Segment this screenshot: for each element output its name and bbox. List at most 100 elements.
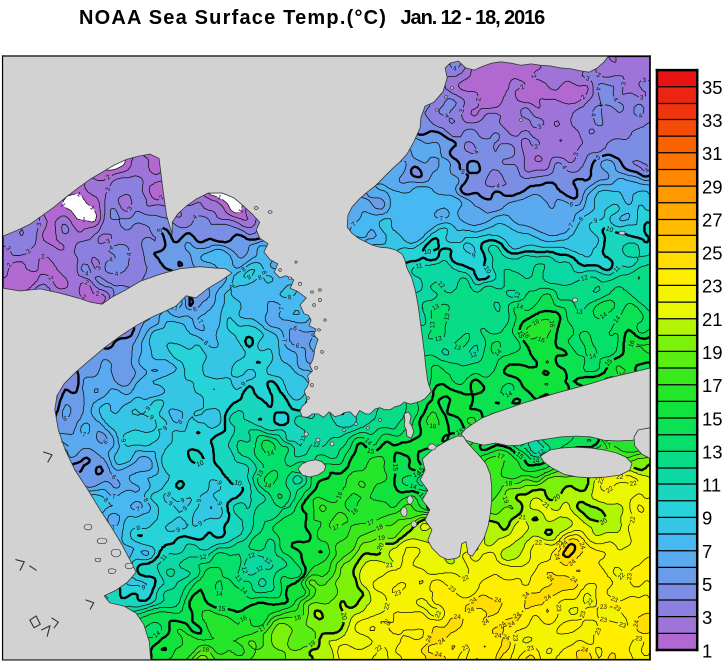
svg-text:2: 2 bbox=[529, 74, 537, 80]
svg-text:9: 9 bbox=[176, 526, 182, 534]
svg-text:4: 4 bbox=[638, 112, 645, 120]
svg-text:23: 23 bbox=[618, 621, 627, 630]
svg-text:23: 23 bbox=[594, 626, 603, 636]
svg-text:13: 13 bbox=[575, 308, 583, 316]
svg-text:2: 2 bbox=[41, 253, 45, 260]
svg-text:16: 16 bbox=[531, 318, 541, 328]
svg-text:18: 18 bbox=[505, 480, 513, 487]
svg-text:4: 4 bbox=[126, 252, 133, 256]
svg-text:7: 7 bbox=[136, 506, 141, 514]
svg-text:35: 35 bbox=[702, 77, 723, 98]
svg-text:3: 3 bbox=[36, 222, 44, 227]
svg-text:14: 14 bbox=[363, 437, 373, 447]
svg-text:6: 6 bbox=[568, 201, 574, 209]
svg-text:20: 20 bbox=[339, 612, 347, 621]
svg-text:23: 23 bbox=[393, 589, 403, 598]
svg-text:4: 4 bbox=[192, 213, 200, 221]
svg-text:22: 22 bbox=[597, 476, 606, 485]
svg-text:18: 18 bbox=[201, 646, 210, 654]
svg-text:9: 9 bbox=[167, 500, 173, 508]
svg-text:24: 24 bbox=[501, 633, 511, 642]
svg-text:10: 10 bbox=[196, 459, 206, 468]
svg-text:5: 5 bbox=[595, 154, 602, 162]
svg-text:12: 12 bbox=[537, 448, 547, 458]
svg-text:7: 7 bbox=[112, 493, 117, 500]
svg-text:24: 24 bbox=[521, 590, 531, 600]
svg-text:13: 13 bbox=[256, 469, 266, 479]
svg-text:16: 16 bbox=[600, 436, 610, 446]
svg-text:2: 2 bbox=[83, 279, 90, 287]
svg-text:23: 23 bbox=[626, 572, 634, 580]
svg-text:2: 2 bbox=[158, 194, 166, 201]
svg-text:22: 22 bbox=[605, 485, 615, 495]
svg-text:1: 1 bbox=[216, 194, 223, 202]
svg-text:17: 17 bbox=[366, 518, 375, 527]
svg-text:14: 14 bbox=[152, 629, 162, 639]
svg-text:17: 17 bbox=[702, 375, 723, 396]
svg-text:9: 9 bbox=[182, 505, 190, 513]
svg-text:16: 16 bbox=[521, 330, 531, 340]
svg-text:24: 24 bbox=[512, 611, 522, 621]
svg-text:15: 15 bbox=[516, 330, 525, 340]
svg-text:14: 14 bbox=[238, 586, 248, 596]
svg-text:7: 7 bbox=[111, 524, 117, 532]
svg-text:2: 2 bbox=[519, 83, 526, 91]
svg-text:24: 24 bbox=[568, 558, 578, 568]
svg-text:9: 9 bbox=[240, 380, 248, 388]
svg-text:5: 5 bbox=[460, 168, 467, 176]
svg-text:12: 12 bbox=[312, 441, 321, 449]
svg-text:9: 9 bbox=[215, 500, 223, 507]
svg-text:4: 4 bbox=[496, 183, 501, 190]
svg-text:7: 7 bbox=[197, 318, 205, 326]
svg-text:13: 13 bbox=[431, 303, 441, 313]
svg-text:8: 8 bbox=[260, 270, 268, 276]
svg-text:2: 2 bbox=[6, 261, 14, 268]
svg-text:24: 24 bbox=[560, 539, 570, 549]
svg-text:1: 1 bbox=[702, 640, 712, 661]
svg-text:7: 7 bbox=[702, 541, 712, 562]
svg-text:9: 9 bbox=[593, 217, 599, 225]
svg-text:8: 8 bbox=[227, 284, 235, 290]
svg-text:11: 11 bbox=[159, 553, 169, 563]
svg-text:22: 22 bbox=[383, 602, 392, 611]
svg-text:14: 14 bbox=[589, 353, 598, 361]
svg-text:17: 17 bbox=[332, 523, 341, 532]
svg-text:6: 6 bbox=[63, 416, 67, 423]
svg-text:24: 24 bbox=[494, 596, 503, 605]
svg-text:14: 14 bbox=[266, 449, 275, 457]
svg-text:22: 22 bbox=[616, 474, 624, 481]
svg-text:7: 7 bbox=[81, 431, 87, 439]
svg-text:12: 12 bbox=[263, 556, 273, 566]
svg-text:2: 2 bbox=[580, 93, 588, 101]
svg-text:23: 23 bbox=[635, 635, 644, 643]
svg-text:24: 24 bbox=[498, 620, 508, 630]
svg-text:13: 13 bbox=[443, 312, 452, 321]
svg-text:24: 24 bbox=[580, 646, 589, 655]
svg-text:12: 12 bbox=[199, 553, 208, 561]
svg-text:4: 4 bbox=[444, 112, 451, 120]
svg-text:4: 4 bbox=[473, 149, 481, 156]
svg-text:23: 23 bbox=[612, 604, 622, 614]
svg-text:9: 9 bbox=[180, 497, 186, 505]
svg-text:2: 2 bbox=[47, 275, 55, 282]
svg-text:20: 20 bbox=[376, 542, 386, 552]
svg-text:3: 3 bbox=[537, 123, 543, 131]
svg-text:13: 13 bbox=[429, 321, 436, 329]
svg-text:23: 23 bbox=[382, 618, 392, 628]
svg-text:24: 24 bbox=[494, 632, 503, 640]
svg-text:4: 4 bbox=[560, 164, 568, 171]
svg-text:16: 16 bbox=[537, 336, 547, 345]
svg-text:12: 12 bbox=[240, 566, 249, 575]
svg-text:4: 4 bbox=[598, 102, 606, 110]
svg-text:3: 3 bbox=[105, 237, 112, 245]
svg-text:1: 1 bbox=[59, 202, 67, 209]
svg-text:1: 1 bbox=[88, 204, 96, 212]
svg-text:23: 23 bbox=[556, 539, 566, 549]
svg-text:18: 18 bbox=[293, 614, 302, 623]
svg-text:31: 31 bbox=[702, 143, 723, 164]
svg-text:24: 24 bbox=[569, 575, 579, 585]
svg-text:9: 9 bbox=[145, 405, 153, 412]
svg-text:21: 21 bbox=[386, 562, 394, 570]
svg-text:12: 12 bbox=[247, 552, 256, 561]
svg-text:23: 23 bbox=[702, 276, 723, 297]
